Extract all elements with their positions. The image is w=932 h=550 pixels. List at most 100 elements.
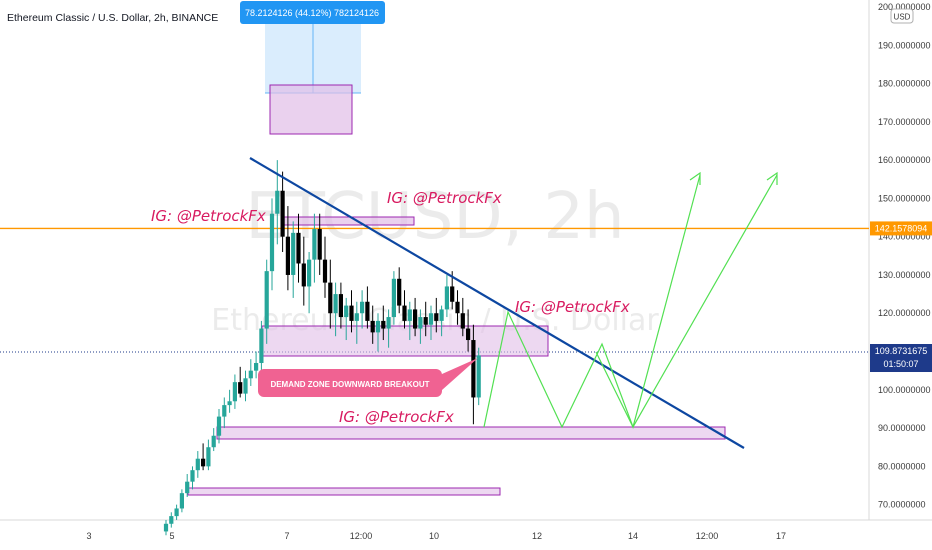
candle-body (328, 282, 333, 314)
candle-body (434, 313, 439, 321)
candle-body (360, 301, 365, 314)
candle-body (163, 523, 169, 532)
y-tick-label: 90.0000000 (878, 423, 926, 433)
candle-body (450, 286, 455, 302)
arrowhead-2 (766, 171, 778, 185)
descending-trendline[interactable] (249, 157, 745, 449)
candle-body (349, 305, 354, 321)
ig-label-right[interactable]: IG: @PetrockFx (515, 298, 630, 316)
x-tick-label: 14 (628, 531, 638, 541)
x-axis-ticks: 3 5 7 12:00 10 12 14 12:00 17 (86, 531, 786, 541)
candle-body (232, 382, 237, 402)
candle-body (275, 190, 280, 214)
ig-label-left[interactable]: IG: @PetrockFx (151, 207, 266, 225)
last-price-tag: 109.8731675 01:50:07 (870, 344, 932, 373)
candle-body (375, 320, 381, 333)
callout-box (258, 369, 442, 397)
zone-upper-resistance[interactable] (283, 216, 415, 226)
callout[interactable]: DEMAND ZONE DOWNWARD BREAKOUT (258, 358, 478, 397)
y-tick-label: 200.0000000 (878, 2, 931, 12)
candle-body (466, 328, 471, 341)
projection-arrows[interactable] (483, 171, 778, 429)
currency-badge[interactable]: USD (890, 8, 914, 24)
y-tick-label: 120.0000000 (878, 308, 931, 318)
candle-body (338, 294, 343, 318)
y-tick-label: 130.0000000 (878, 270, 931, 280)
time-axis[interactable] (0, 521, 869, 550)
arrowhead-1 (689, 171, 701, 185)
y-tick-label: 170.0000000 (878, 117, 931, 127)
candle-body (222, 405, 227, 417)
candle-body (269, 213, 275, 272)
x-tick-label: 10 (429, 531, 439, 541)
candle-body (381, 320, 386, 329)
candle-body (354, 313, 359, 321)
price-axis[interactable] (869, 0, 932, 520)
candle-body (259, 328, 264, 364)
candle-body (407, 309, 412, 321)
x-tick-label: 7 (284, 531, 289, 541)
y-tick-label: 180.0000000 (878, 79, 931, 89)
countdown-text: 01:50:07 (883, 359, 918, 369)
candle-body (444, 286, 449, 310)
candle-body (386, 317, 391, 329)
candle-body (423, 317, 428, 325)
candle-body (264, 271, 269, 329)
currency-badge-text: USD (894, 13, 911, 22)
candle-body (397, 278, 402, 306)
candle-body (344, 305, 349, 318)
measure-label-text: 78.2124126 (44.12%) 782124126 (245, 8, 379, 18)
ig-label-top[interactable]: IG: @PetrockFx (387, 189, 502, 207)
zone-top-supply[interactable] (269, 84, 353, 135)
candle-body (211, 435, 216, 448)
candle-body (285, 236, 290, 275)
candle-body (195, 458, 200, 471)
candle-body (418, 317, 423, 329)
candle-body (317, 229, 322, 260)
x-tick-label: 5 (169, 531, 174, 541)
x-tick-label: 12 (532, 531, 542, 541)
candle-body (238, 382, 243, 394)
candle-body (455, 301, 460, 314)
ig-label-bottom[interactable]: IG: @PetrockFx (339, 408, 454, 426)
candle-body (301, 263, 306, 287)
last-price-tag-box (870, 344, 932, 373)
candle-body (201, 458, 206, 467)
candle-body (471, 340, 476, 398)
candle-body (312, 229, 317, 260)
zone-demand[interactable] (261, 325, 549, 357)
candle-body (169, 516, 174, 524)
candle-body (179, 493, 184, 509)
orange-price-tag-text: 142.1578094 (875, 223, 928, 233)
y-tick-label: 80.0000000 (878, 461, 926, 471)
y-tick-label: 150.0000000 (878, 193, 931, 203)
candle-body (365, 301, 370, 321)
x-tick-label: 17 (776, 531, 786, 541)
candle-body (322, 259, 328, 283)
candle-body (248, 370, 253, 379)
x-tick-label: 12:00 (696, 531, 719, 541)
chart-header-title: Ethereum Classic / U.S. Dollar, 2h, BINA… (7, 12, 218, 24)
orange-price-tag: 142.1578094 (870, 221, 932, 236)
y-axis-ticks: 200.0000000 190.0000000 180.0000000 170.000… (878, 2, 931, 510)
candle-body (243, 378, 248, 394)
zone-support-90[interactable] (216, 426, 726, 440)
candle-body (402, 305, 407, 321)
projection-path-2[interactable] (595, 174, 778, 429)
candle-body (280, 190, 285, 237)
measure-label: 78.2124126 (44.12%) 782124126 (240, 1, 385, 24)
projection-path-1[interactable] (483, 174, 701, 429)
orange-price-tag-box (870, 221, 932, 236)
candle-body (190, 470, 195, 482)
callout-text: DEMAND ZONE DOWNWARD BREAKOUT (270, 380, 429, 389)
zone-bottom[interactable] (187, 487, 501, 496)
x-tick-label: 12:00 (350, 531, 373, 541)
candle-body (254, 363, 259, 371)
measure-label-box (240, 1, 385, 24)
x-tick-label: 3 (86, 531, 91, 541)
candles[interactable] (163, 160, 481, 536)
last-price-tag-text: 109.8731675 (875, 346, 928, 356)
y-tick-label: 160.0000000 (878, 155, 931, 165)
candle-body (370, 320, 375, 333)
